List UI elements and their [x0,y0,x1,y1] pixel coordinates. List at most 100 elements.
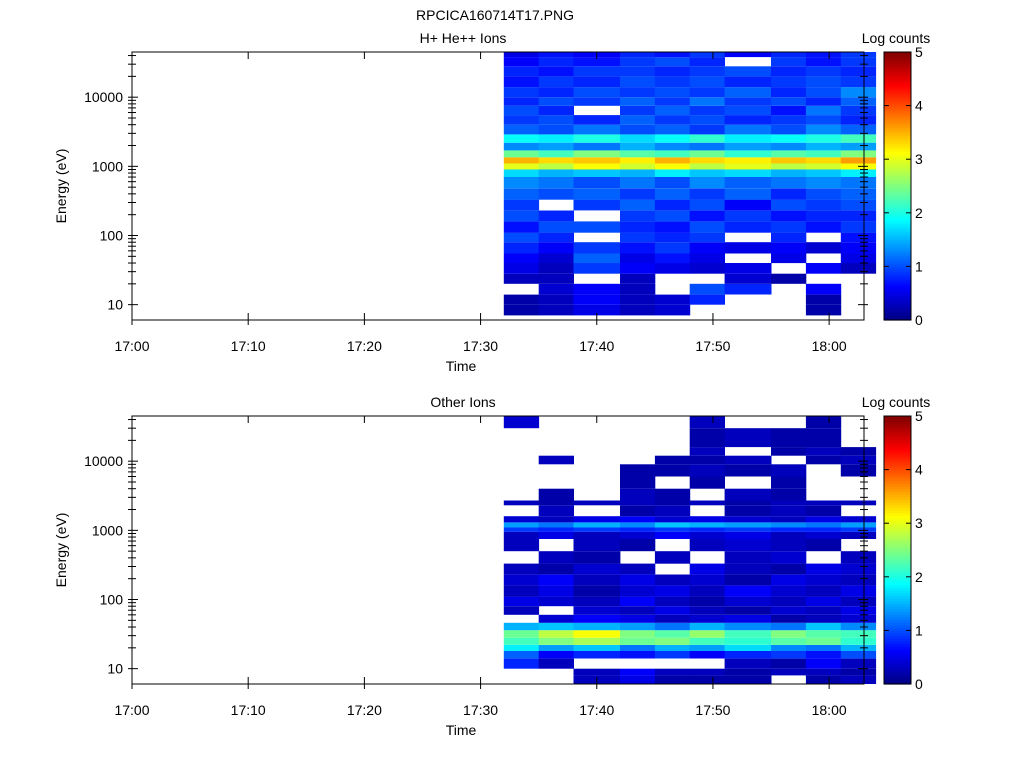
spectrogram-cell [840,455,877,465]
spectrogram-cell [689,177,725,189]
colorbar-segment [884,520,911,524]
x-tick-label: 17:30 [463,338,498,354]
spectrogram-cell [538,527,574,532]
spectrogram-cell [771,142,807,151]
spectrogram-cell [771,76,807,88]
spectrogram-cell [724,177,772,189]
colorbar-segment [884,199,911,203]
colorbar-segment [884,220,911,225]
spectrogram-cell [620,142,656,151]
spectrogram-cell [689,574,725,586]
colorbar-segment [884,89,911,93]
spectrogram-cell [538,505,574,517]
colorbar-segment [884,151,911,155]
spectrogram-cell [654,157,691,164]
spectrogram-cell [573,294,621,305]
spectrogram-cell [538,188,574,200]
spectrogram-cell [620,637,656,645]
colorbar-segment [884,183,911,187]
spectrogram-cell [805,447,842,456]
colorbar-tick-label: 1 [915,258,923,274]
spectrogram-cell [805,66,842,77]
spectrogram-cell [805,675,842,684]
colorbar-segment [884,234,911,238]
spectrogram-cell [805,574,842,586]
colorbar-segment [884,287,911,292]
spectrogram-cell [503,500,540,506]
spectrogram-cell [771,585,807,597]
spectrogram-cell [654,668,691,676]
spectrogram-cell [724,157,772,164]
spectrogram-cell [840,574,877,586]
spectrogram-cell [538,163,574,170]
spectrogram-cell [805,150,842,158]
x-axis-label: Time [446,722,477,738]
spectrogram-cell [573,596,621,607]
colorbar-segment [884,76,911,80]
spectrogram-cell [620,188,656,200]
spectrogram-cell [620,253,656,264]
spectrogram-cell [840,157,877,164]
spectrogram-cell [840,464,877,477]
spectrogram-cell [805,614,842,623]
spectrogram-cell [689,57,725,67]
spectrogram-cell [689,283,725,295]
colorbar-segment [884,426,911,430]
x-tick-label: 17:50 [695,702,730,718]
colorbar-segment [884,143,911,147]
spectrogram-cell [724,242,772,254]
spectrogram-cell [654,488,691,501]
spectrogram-cell [538,651,574,659]
spectrogram-cell [805,87,842,98]
spectrogram-cell [654,150,691,158]
colorbar-segment [884,458,911,463]
spectrogram-cell [503,163,540,170]
spectrogram-cell [620,614,656,623]
spectrogram-cell [573,115,621,125]
spectrogram-cell [538,52,574,58]
spectrogram-cell [771,488,807,501]
colorbar-segment [884,555,911,559]
spectrogram-cell [620,476,656,489]
spectrogram-cell [689,614,725,623]
spectrogram-cell [503,105,540,116]
spectrogram-cell [503,531,540,539]
spectrogram-cell [654,169,691,177]
colorbar-segment [884,250,911,254]
spectrogram-cell [538,585,574,597]
spectrogram-cell [573,637,621,645]
spectrogram-cell [654,253,691,264]
spectrogram-cell [620,539,656,552]
spectrogram-cell [805,263,842,274]
spectrogram-cell [724,531,772,539]
spectrogram-cell [503,622,540,631]
spectrogram-cell [538,273,574,284]
colorbar-segment [884,641,911,645]
spectrogram-cell [805,455,842,465]
x-tick-label: 18:00 [812,338,847,354]
colorbar-segment [884,654,911,658]
spectrogram-cell [538,622,574,631]
spectrogram-cell [689,630,725,638]
colorbar-segment [884,78,911,83]
spectrogram-cell [724,221,772,233]
spectrogram-cell [654,596,691,607]
spectrogram-cell [503,658,540,669]
x-tick-label: 17:40 [579,338,614,354]
spectrogram-cell [620,675,656,684]
spectrogram-cell [840,169,877,177]
colorbar-segment [884,472,911,476]
spectrogram-cell [771,115,807,125]
plot-frame [131,415,865,685]
spectrogram-cell [724,500,772,506]
colorbar-segment [884,643,911,648]
spectrogram-cell [805,210,842,222]
spectrogram-cell [724,606,772,615]
spectrogram-cell [538,645,574,651]
spectrogram-cell [573,622,621,631]
colorbar-segment [884,207,911,211]
colorbar-segment [884,62,911,66]
spectrogram-cell [503,52,540,58]
